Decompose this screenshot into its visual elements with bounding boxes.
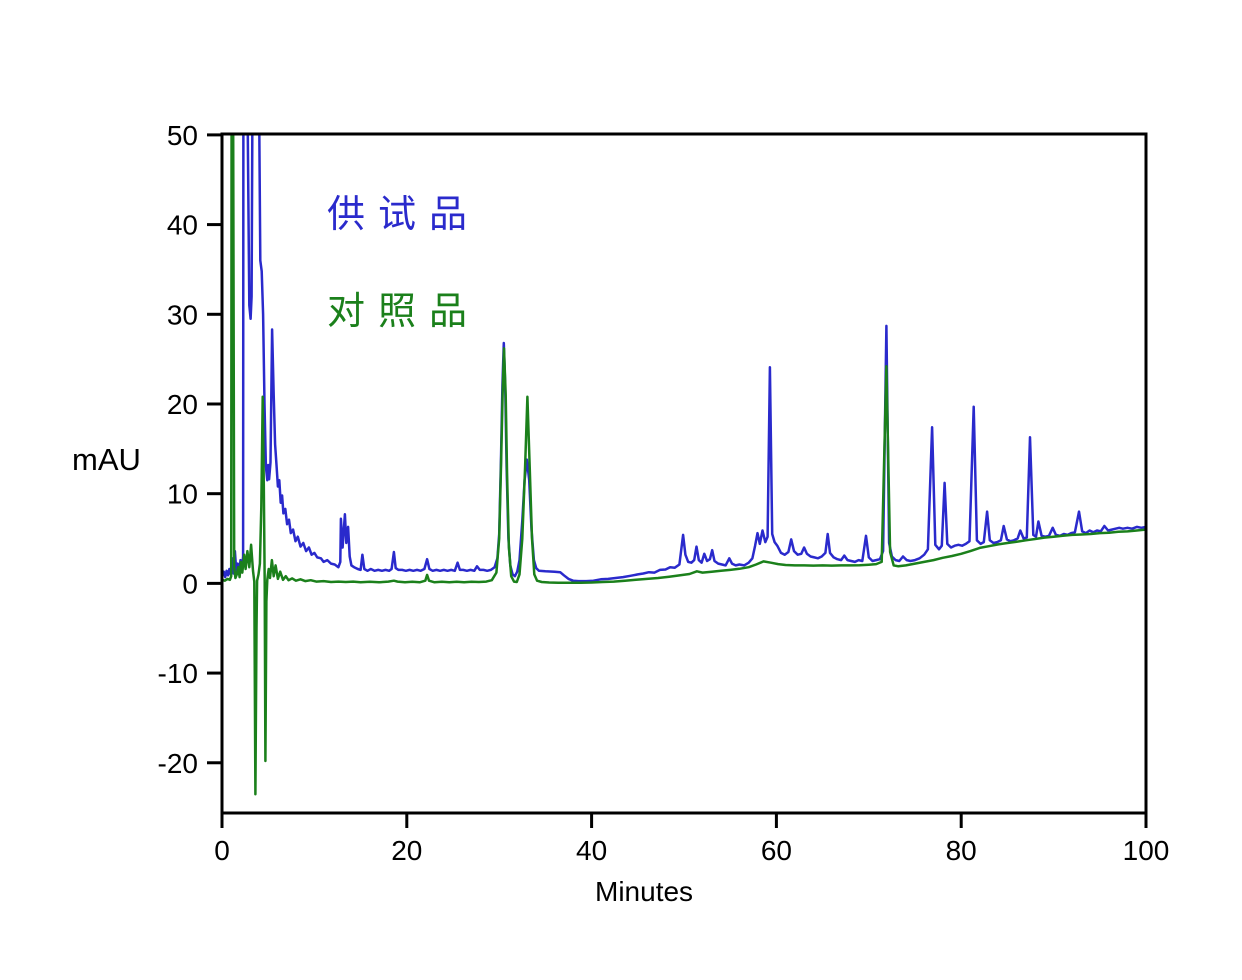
y-tick-label: -20: [158, 748, 198, 779]
x-tick-label: 40: [576, 835, 607, 866]
x-tick-label: 60: [761, 835, 792, 866]
y-tick-label: -10: [158, 658, 198, 689]
x-axis-title: Minutes: [595, 876, 694, 907]
legend-reference-label: 对照品: [327, 291, 481, 333]
y-tick-label: 30: [167, 299, 198, 330]
y-tick-label: 0: [182, 568, 198, 599]
series-sample-line: [222, 134, 1146, 583]
y-tick-label: 40: [167, 210, 198, 241]
x-tick-label: 20: [391, 835, 422, 866]
plot-frame: [220, 132, 1148, 815]
y-tick-label: 50: [167, 120, 198, 151]
series-reference-line: [222, 134, 1146, 796]
x-tick-label: 0: [214, 835, 230, 866]
x-tick-label: 100: [1123, 835, 1170, 866]
y-tick-label: 10: [167, 479, 198, 510]
x-tick-label: 80: [946, 835, 977, 866]
y-axis-title: mAU: [72, 442, 141, 477]
y-tick-label: 20: [167, 389, 198, 420]
legend-sample-label: 供试品: [327, 194, 481, 236]
